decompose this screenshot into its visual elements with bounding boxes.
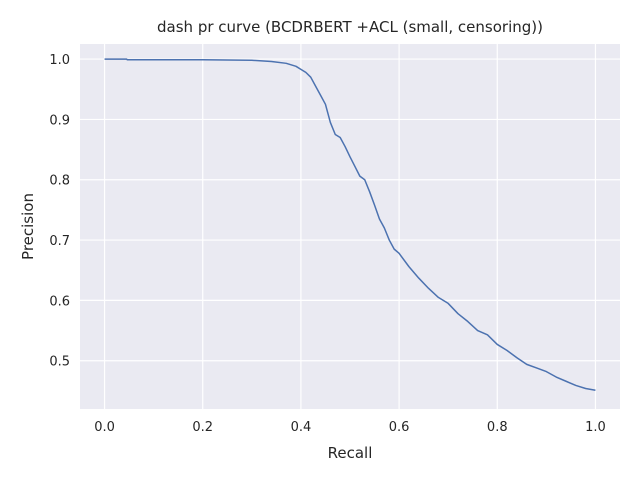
plot-area: [80, 44, 620, 409]
x-tick-label: 0.0: [94, 420, 115, 435]
x-tick-label: 0.4: [291, 420, 312, 435]
gridlines: [80, 44, 620, 409]
y-tick-label: 0.5: [49, 355, 70, 370]
chart-title: dash pr curve (BCDRBERT +ACL (small, cen…: [157, 18, 543, 36]
y-axis-label: Precision: [19, 193, 37, 260]
x-tick-label: 0.8: [487, 420, 508, 435]
y-tick-label: 0.9: [49, 113, 70, 128]
y-tick-label: 0.6: [49, 294, 70, 309]
y-tick-label: 1.0: [49, 53, 70, 68]
x-tick-label: 0.6: [389, 420, 410, 435]
y-axis-ticks: 0.5 0.6 0.7 0.8 0.9 1.0: [49, 53, 70, 370]
y-tick-label: 0.7: [49, 234, 70, 249]
y-tick-label: 0.8: [49, 174, 70, 189]
x-tick-label: 1.0: [585, 420, 606, 435]
x-axis-ticks: 0.0 0.2 0.4 0.6 0.8 1.0: [94, 420, 606, 435]
pr-curve-line: [104, 58, 596, 392]
x-axis-label: Recall: [328, 444, 373, 462]
x-tick-label: 0.2: [192, 420, 213, 435]
